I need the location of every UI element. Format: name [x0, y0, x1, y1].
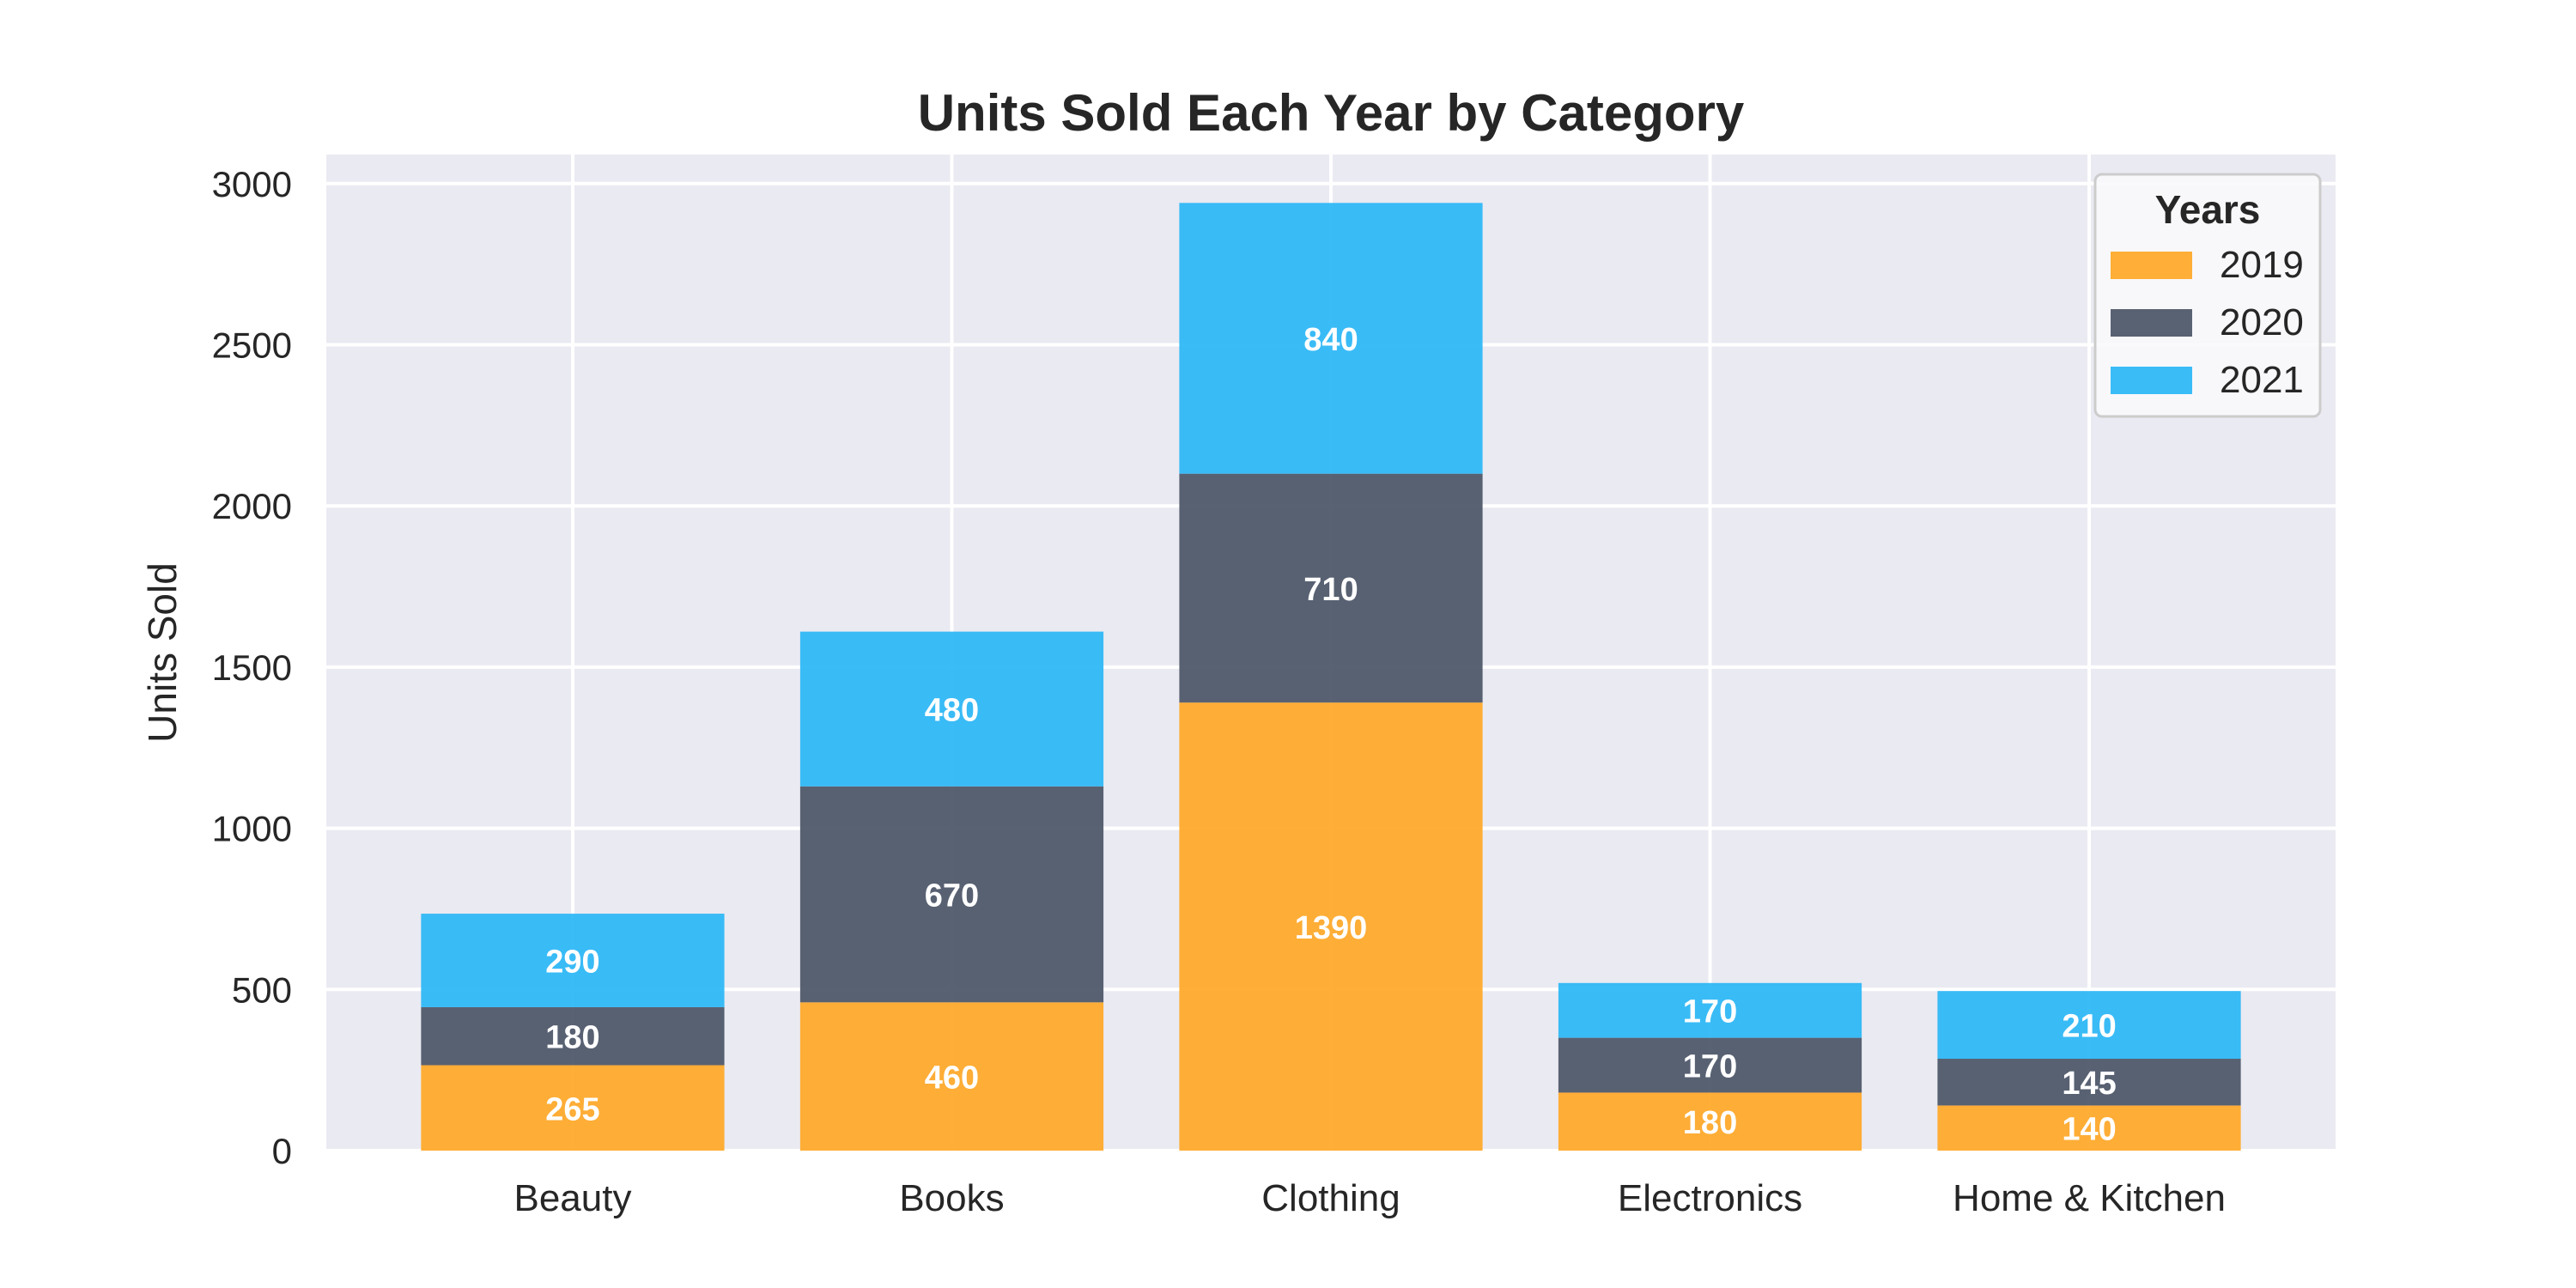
bar-segment [1937, 1059, 2241, 1106]
bar-segment [1937, 1105, 2241, 1151]
bar-value-label: 180 [1683, 1105, 1737, 1141]
legend-swatch [2111, 252, 2192, 279]
legend-entry: 2020 [2220, 301, 2304, 343]
bar-value-label: 145 [2062, 1066, 2116, 1102]
x-tick-label: Books [899, 1177, 1004, 1219]
legend-title: Years [2155, 187, 2261, 232]
bar-value-label: 710 [1303, 572, 1358, 608]
bar-value-label: 480 [925, 693, 979, 729]
x-tick-label: Clothing [1261, 1177, 1400, 1219]
bar-value-label: 265 [545, 1091, 599, 1127]
legend-box [2093, 173, 2322, 418]
bar-value-label: 180 [545, 1020, 599, 1056]
bar-segment [1558, 1037, 1862, 1093]
y-tick-label: 1000 [212, 809, 292, 849]
bar-value-label: 210 [2062, 1009, 2116, 1045]
bar-segment [1179, 203, 1483, 474]
bar-segment [421, 1006, 725, 1066]
y-tick-label: 3000 [212, 164, 292, 204]
bar-value-label: 290 [545, 945, 599, 981]
y-tick-label: 2000 [212, 486, 292, 526]
bar-segment [1558, 982, 1862, 1038]
legend-entry: 2021 [2220, 359, 2304, 401]
legend: Years 2019 2020 2021 [2093, 173, 2322, 418]
bars: 265 180 290 460 670 480 1390 710 840 180 170 170 140… [421, 203, 2241, 1151]
axes: 0 500 1000 1500 2000 2500 3000 Beauty Books Cloth… [212, 164, 2226, 1219]
y-tick-label: 2500 [212, 325, 292, 365]
bar-segment [1179, 702, 1483, 1151]
bar-value-label: 170 [1683, 1049, 1737, 1085]
legend-entry: 2019 [2220, 244, 2304, 286]
chart-title: Units Sold Each Year by Category [918, 84, 1745, 142]
y-axis-label: Units Sold [140, 562, 185, 743]
bar-value-label: 840 [1303, 322, 1358, 358]
bar-segment [1558, 1092, 1862, 1151]
legend-swatch [2111, 367, 2192, 394]
bar-segment [421, 1065, 725, 1151]
x-tick-label: Home & Kitchen [1953, 1177, 2226, 1219]
bar-segment [1179, 473, 1483, 703]
legend-swatch [2111, 309, 2192, 337]
bar-value-label: 460 [925, 1060, 979, 1097]
bar-segment [799, 631, 1104, 787]
x-tick-label: Electronics [1618, 1177, 1802, 1219]
bar-segment [421, 914, 725, 1007]
bar-value-label: 170 [1683, 994, 1737, 1030]
bar-segment [1937, 991, 2241, 1060]
y-tick-label: 1500 [212, 647, 292, 688]
bar-segment [799, 786, 1104, 1003]
x-tick-label: Beauty [513, 1177, 631, 1219]
bar-segment [799, 1002, 1104, 1151]
bar-value-label: 1390 [1295, 910, 1368, 946]
bar-value-label: 140 [2062, 1112, 2116, 1148]
y-tick-label: 0 [272, 1131, 292, 1171]
bar-value-label: 670 [925, 878, 979, 914]
y-tick-label: 500 [232, 969, 292, 1010]
